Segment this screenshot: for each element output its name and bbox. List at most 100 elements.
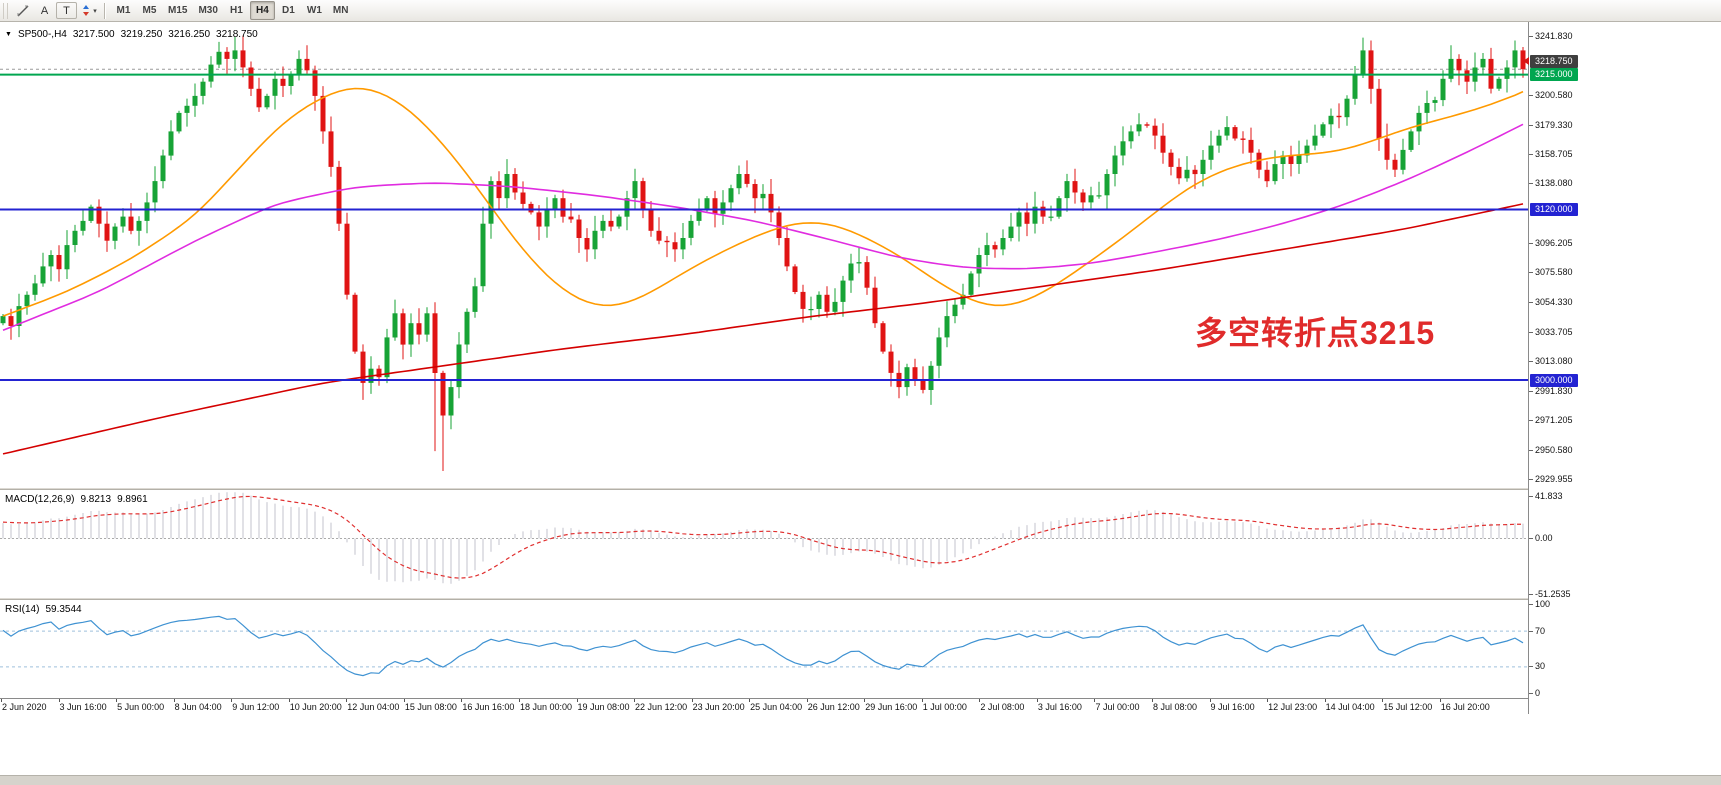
time-tick [1382, 699, 1384, 702]
ma-line-fast [2, 87, 1524, 317]
candle [176, 110, 182, 134]
timeframe-m5[interactable]: M5 [137, 1, 162, 20]
price-axis-label: 2929.955 [1535, 474, 1573, 485]
candle [536, 205, 542, 241]
time-tick [691, 699, 693, 702]
panel-separator[interactable] [0, 488, 1528, 490]
candle [1432, 96, 1438, 112]
macd-name: MACD(12,26,9) [5, 494, 75, 505]
candle [104, 211, 110, 252]
time-tick [921, 699, 923, 702]
ma-line-medium [2, 123, 1524, 332]
time-tick [1439, 699, 1441, 702]
candle [624, 190, 630, 231]
candle [608, 209, 614, 232]
candle [800, 284, 806, 323]
candle [360, 344, 366, 400]
candle [480, 206, 486, 292]
label-tool-icon[interactable]: T [56, 2, 77, 19]
symbol-collapse-icon[interactable]: ▼ [5, 30, 12, 38]
price-axis-label: 3241.830 [1535, 30, 1573, 41]
candle [1096, 181, 1102, 199]
candle [1352, 66, 1358, 105]
time-axis-label: 9 Jun 12:00 [232, 702, 280, 712]
timeframe-h4[interactable]: H4 [249, 1, 275, 20]
candle [320, 86, 326, 144]
price-chart-panel[interactable]: ▼ SP500-,H4 3217.500 3219.250 3216.250 3… [0, 22, 1528, 488]
candle [1344, 95, 1350, 126]
macd-signal-line [2, 495, 1524, 579]
price-marker-box: 3120.000 [1530, 203, 1578, 217]
candle [408, 313, 414, 357]
candle [1088, 186, 1094, 209]
candle [1240, 131, 1246, 154]
candle [312, 65, 318, 111]
time-axis[interactable]: 2 Jun 2020 3 Jun 16:00 5 Jun 00:00 8 Jun 04… [0, 698, 1528, 714]
candle [1280, 150, 1286, 179]
ohlc-low: 3216.250 [168, 29, 211, 40]
timeframe-w1[interactable]: W1 [302, 1, 327, 20]
macd-panel[interactable]: MACD(12,26,9) 9.8213 9.8961 [0, 490, 1528, 598]
scale-tick [1529, 693, 1533, 695]
price-axis-label: 3075.580 [1535, 267, 1573, 278]
price-scale[interactable]: 3241.830 3200.580 3179.330 3158.705 3138.080… [1523, 22, 1721, 714]
symbol-switch-icon[interactable]: ▾ [78, 1, 99, 20]
time-tick [403, 699, 405, 702]
candle [1480, 53, 1486, 75]
candle [424, 307, 430, 342]
scale-tick [1529, 537, 1533, 539]
price-axis-label: 3013.080 [1535, 355, 1573, 366]
text-tool-icon[interactable]: A [40, 4, 49, 17]
timeframe-m15[interactable]: M15 [163, 1, 192, 20]
scale-tick [1529, 666, 1533, 668]
timeframe-m30[interactable]: M30 [193, 1, 222, 20]
candle [440, 370, 446, 471]
candle [1168, 149, 1174, 176]
timeframe-mn[interactable]: MN [328, 1, 354, 20]
timeframe-d1[interactable]: D1 [276, 1, 301, 20]
candle [936, 327, 942, 379]
candle [744, 160, 750, 188]
candle [1448, 45, 1454, 83]
time-axis-label: 9 Jul 16:00 [1210, 702, 1255, 712]
candle [736, 165, 742, 195]
candle [1392, 153, 1398, 177]
candle [1496, 76, 1502, 91]
panel-separator[interactable] [0, 598, 1528, 600]
candle [752, 179, 758, 214]
time-axis-label: 15 Jun 08:00 [404, 702, 457, 712]
candle [1424, 90, 1430, 124]
scale-tick [1529, 391, 1533, 393]
price-axis-label: 2950.580 [1535, 444, 1573, 455]
candle [208, 56, 214, 88]
chart-workspace: ▼ SP500-,H4 3217.500 3219.250 3216.250 3… [0, 22, 1721, 714]
ohlc-open: 3217.500 [72, 29, 115, 40]
candle [768, 179, 774, 223]
symbol-name: SP500-,H4 [17, 29, 67, 40]
scale-tick [1529, 242, 1533, 244]
annotation-text[interactable]: 多空转折点3215 [1195, 315, 1436, 351]
candle [1056, 196, 1062, 219]
trendline-tool-icon[interactable] [12, 1, 33, 20]
candle [640, 177, 646, 219]
time-tick [1, 699, 2, 702]
candle [1368, 40, 1374, 104]
chart-plots: ▼ SP500-,H4 3217.500 3219.250 3216.250 3… [0, 22, 1528, 714]
time-tick [518, 699, 520, 702]
time-axis-label: 15 Jul 12:00 [1383, 702, 1433, 712]
candle [144, 192, 150, 234]
time-tick [1267, 699, 1269, 702]
timeframe-m1[interactable]: M1 [111, 1, 136, 20]
ohlc-close: 3218.750 [216, 29, 258, 40]
candle [392, 299, 398, 341]
timeframe-h1[interactable]: H1 [224, 1, 249, 20]
candle [80, 209, 86, 236]
rsi-panel[interactable]: RSI(14) 59.3544 [0, 600, 1528, 698]
time-tick [1094, 699, 1096, 702]
candle [1488, 47, 1494, 94]
scale-tick [1529, 183, 1533, 185]
toolbar-grip[interactable] [3, 2, 8, 19]
time-tick [58, 699, 60, 702]
candle [696, 198, 702, 226]
rsi-line [2, 615, 1524, 677]
